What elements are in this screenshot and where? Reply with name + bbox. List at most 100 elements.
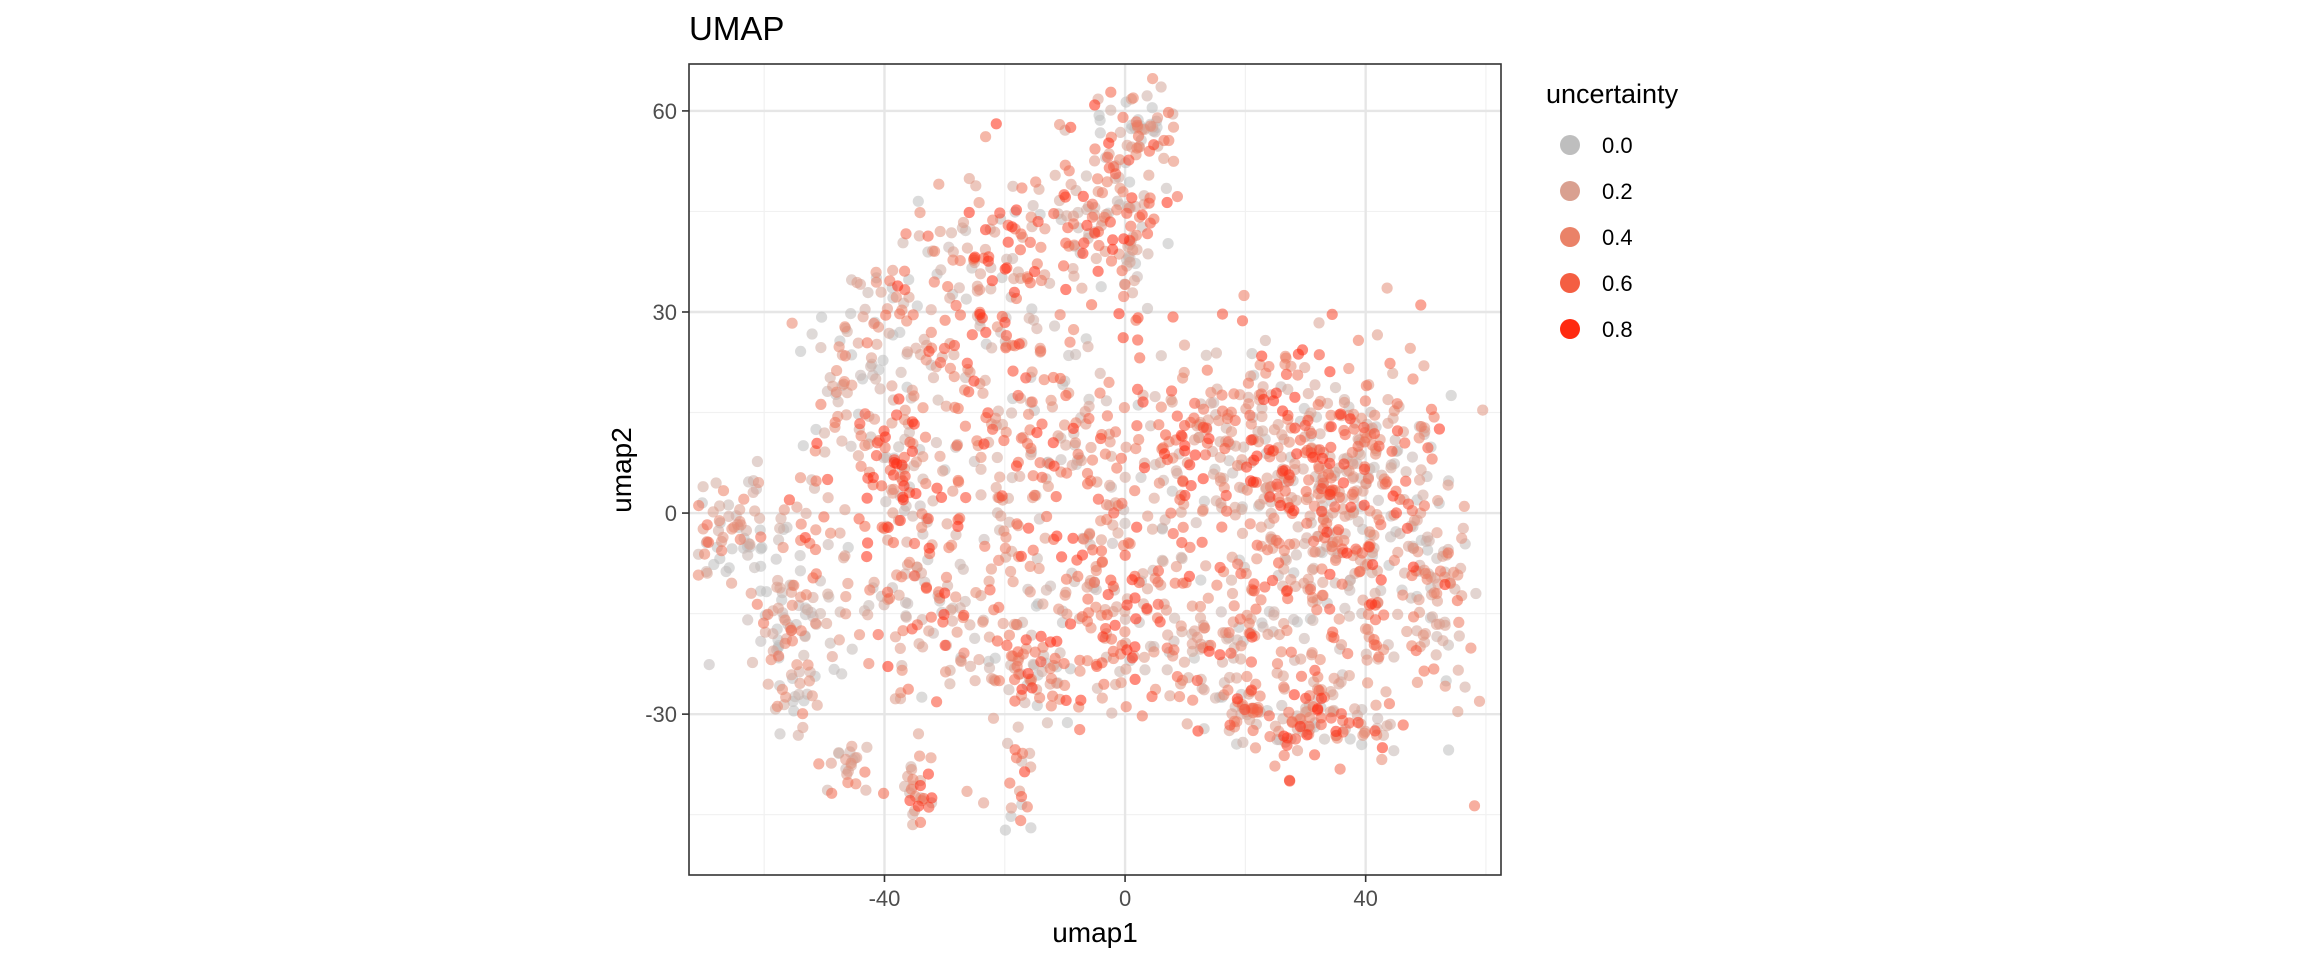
data-point [946, 615, 959, 627]
data-point [887, 507, 899, 519]
data-point [1228, 600, 1240, 612]
data-point [942, 281, 954, 293]
data-point [1308, 535, 1320, 547]
x-tick-label: -40 [869, 886, 901, 911]
data-point [771, 581, 783, 593]
data-point [1119, 278, 1131, 291]
data-point [1179, 445, 1191, 457]
data-point [964, 619, 976, 631]
data-point [1166, 385, 1178, 397]
data-point [1059, 589, 1071, 601]
data-point [1239, 703, 1251, 716]
data-point [1268, 609, 1280, 621]
data-point [952, 520, 964, 533]
data-point [852, 337, 864, 349]
data-point [1048, 460, 1060, 472]
data-point [1177, 372, 1189, 384]
data-point [1417, 629, 1429, 641]
data-point [1381, 720, 1393, 732]
data-point [1412, 546, 1424, 558]
data-point [1029, 489, 1041, 501]
data-point [1142, 510, 1154, 522]
data-point [1369, 725, 1381, 737]
y-axis-ticks: -30 0 30 60 [645, 99, 689, 727]
data-point [910, 342, 922, 354]
data-point [1264, 731, 1276, 743]
data-point [1151, 112, 1164, 124]
data-point [899, 470, 911, 482]
data-point [1288, 613, 1300, 626]
data-point [904, 794, 916, 807]
data-point [1021, 801, 1033, 813]
data-point [1178, 656, 1190, 668]
data-point [1344, 413, 1356, 425]
data-point [1047, 690, 1059, 702]
data-point [1277, 465, 1289, 477]
data-point [1006, 221, 1018, 233]
data-point [1095, 281, 1107, 293]
data-point [1246, 631, 1258, 643]
data-point [1399, 437, 1411, 449]
data-point [896, 571, 908, 583]
data-point [1315, 719, 1327, 731]
data-point [1009, 695, 1021, 707]
data-point [1425, 403, 1438, 415]
data-point [1295, 670, 1308, 682]
data-point [1362, 473, 1374, 485]
data-point [1268, 512, 1280, 524]
data-point [1083, 412, 1095, 425]
data-point [1299, 362, 1311, 374]
data-point [996, 272, 1008, 284]
data-point [701, 519, 713, 531]
data-point [1373, 440, 1385, 452]
data-point [1059, 419, 1071, 431]
data-point [1015, 432, 1027, 444]
data-point [1153, 419, 1165, 431]
data-point [1309, 379, 1321, 391]
y-axis-label: umap2 [606, 427, 637, 513]
data-point [1401, 522, 1413, 534]
data-point [1198, 495, 1210, 507]
data-point [1155, 81, 1167, 93]
data-point [1289, 458, 1301, 470]
data-point [1197, 421, 1209, 433]
data-point [1185, 480, 1197, 492]
data-point [1029, 266, 1041, 278]
data-point [1358, 499, 1370, 511]
data-point [1329, 501, 1341, 513]
data-point [1292, 521, 1304, 533]
data-point [1224, 719, 1236, 731]
data-point [1098, 678, 1110, 690]
data-point [983, 575, 995, 587]
data-point [1248, 454, 1260, 466]
data-point [1336, 578, 1348, 590]
data-point [786, 599, 798, 611]
data-point [974, 268, 987, 280]
data-point [1184, 541, 1196, 554]
data-point [795, 625, 807, 637]
data-point [1124, 256, 1136, 268]
data-point [1263, 710, 1275, 722]
data-point [1343, 670, 1355, 682]
legend-key-dot [1560, 273, 1580, 293]
data-point [961, 242, 974, 254]
data-point [1268, 424, 1280, 436]
data-point [1271, 658, 1284, 670]
data-point [1196, 536, 1208, 548]
data-point [1134, 352, 1146, 364]
data-point [1104, 436, 1116, 448]
data-point [910, 488, 922, 500]
data-point [1225, 574, 1238, 586]
data-point [1015, 550, 1027, 562]
data-point [1254, 498, 1266, 510]
data-point [745, 587, 757, 599]
data-point [1106, 537, 1119, 550]
data-point [1162, 106, 1175, 119]
data-point [1107, 645, 1119, 658]
data-point [1254, 359, 1266, 371]
data-point [1000, 342, 1012, 354]
data-point [929, 245, 941, 257]
data-point [1051, 530, 1063, 542]
data-point [846, 740, 858, 752]
data-point [1225, 406, 1237, 418]
